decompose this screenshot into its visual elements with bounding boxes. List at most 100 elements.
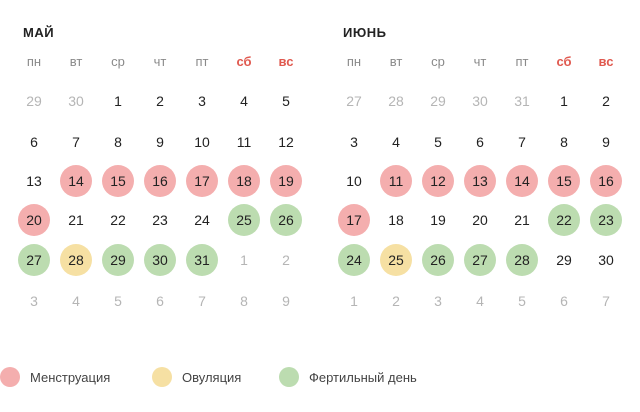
day-cell[interactable]: 8: [114, 134, 122, 150]
day-cell-fertile[interactable]: 26: [422, 244, 454, 276]
month-title: ИЮНЬ: [343, 25, 387, 40]
day-cell-other[interactable]: 31: [514, 93, 530, 109]
day-cell-other[interactable]: 27: [346, 93, 362, 109]
day-cell-fertile[interactable]: 25: [228, 204, 260, 236]
day-cell[interactable]: 10: [194, 134, 210, 150]
day-cell-other[interactable]: 5: [114, 293, 122, 309]
day-cell[interactable]: 9: [602, 134, 610, 150]
day-cell-menstruation[interactable]: 16: [144, 165, 176, 197]
day-cell-menstruation[interactable]: 12: [422, 165, 454, 197]
weekday-header: пн вт ср чт пт сб вс: [333, 54, 627, 69]
day-cell[interactable]: 30: [598, 252, 614, 268]
day-cell[interactable]: 4: [392, 134, 400, 150]
day-cell-fertile[interactable]: 23: [590, 204, 622, 236]
day-cell-other[interactable]: 29: [430, 93, 446, 109]
day-cell-fertile[interactable]: 26: [270, 204, 302, 236]
day-cell[interactable]: 3: [198, 93, 206, 109]
day-cell-menstruation[interactable]: 17: [186, 165, 218, 197]
day-cell-other[interactable]: 8: [240, 293, 248, 309]
day-cell-other[interactable]: 30: [68, 93, 84, 109]
day-cell-menstruation[interactable]: 11: [380, 165, 412, 197]
ovulation-dot-icon: [152, 367, 172, 387]
day-cell-fertile[interactable]: 28: [506, 244, 538, 276]
day-cell[interactable]: 18: [388, 212, 404, 228]
week-row: 17 18 19 20 21 22 23: [333, 204, 627, 236]
day-cell-other[interactable]: 1: [350, 293, 358, 309]
day-cell[interactable]: 23: [152, 212, 168, 228]
day-cell-other[interactable]: 2: [392, 293, 400, 309]
day-cell-ovulation[interactable]: 28: [60, 244, 92, 276]
day-cell-menstruation[interactable]: 15: [102, 165, 134, 197]
weekday-label: вт: [69, 54, 83, 69]
day-cell-other[interactable]: 6: [156, 293, 164, 309]
day-cell-menstruation[interactable]: 19: [270, 165, 302, 197]
day-cell[interactable]: 19: [430, 212, 446, 228]
day-cell-other[interactable]: 4: [72, 293, 80, 309]
day-cell[interactable]: 2: [602, 93, 610, 109]
day-cell[interactable]: 10: [346, 173, 362, 189]
day-cell-other[interactable]: 1: [240, 252, 248, 268]
day-cell-fertile[interactable]: 30: [144, 244, 176, 276]
week-row: 6 7 8 9 10 11 12: [13, 126, 307, 158]
day-cell[interactable]: 7: [518, 134, 526, 150]
weekday-label: чт: [153, 54, 167, 69]
day-cell[interactable]: 21: [514, 212, 530, 228]
day-cell-other[interactable]: 3: [30, 293, 38, 309]
day-cell-other[interactable]: 30: [472, 93, 488, 109]
day-cell[interactable]: 1: [560, 93, 568, 109]
day-cell-other[interactable]: 3: [434, 293, 442, 309]
day-cell[interactable]: 29: [556, 252, 572, 268]
day-cell[interactable]: 20: [472, 212, 488, 228]
day-cell-menstruation[interactable]: 14: [60, 165, 92, 197]
day-cell[interactable]: 12: [278, 134, 294, 150]
day-cell[interactable]: 22: [110, 212, 126, 228]
day-cell[interactable]: 3: [350, 134, 358, 150]
day-cell-menstruation[interactable]: 13: [464, 165, 496, 197]
weekday-header: пн вт ср чт пт сб вс: [13, 54, 307, 69]
weekday-label: вс: [278, 54, 294, 69]
day-cell-other[interactable]: 7: [602, 293, 610, 309]
weekday-label: пт: [515, 54, 529, 69]
day-cell-fertile[interactable]: 22: [548, 204, 580, 236]
week-row: 3 4 5 6 7 8 9: [13, 285, 307, 317]
day-cell-other[interactable]: 9: [282, 293, 290, 309]
day-cell[interactable]: 7: [72, 134, 80, 150]
day-cell-other[interactable]: 2: [282, 252, 290, 268]
day-cell[interactable]: 21: [68, 212, 84, 228]
week-row: 10 11 12 13 14 15 16: [333, 165, 627, 197]
day-cell[interactable]: 24: [194, 212, 210, 228]
day-cell[interactable]: 11: [236, 134, 252, 150]
day-cell-ovulation[interactable]: 25: [380, 244, 412, 276]
day-cell-menstruation[interactable]: 17: [338, 204, 370, 236]
fertile-dot-icon: [279, 367, 299, 387]
day-cell-menstruation[interactable]: 15: [548, 165, 580, 197]
day-cell-fertile[interactable]: 29: [102, 244, 134, 276]
day-cell[interactable]: 1: [114, 93, 122, 109]
day-cell-other[interactable]: 4: [476, 293, 484, 309]
day-cell[interactable]: 5: [282, 93, 290, 109]
day-cell[interactable]: 6: [476, 134, 484, 150]
day-cell-menstruation[interactable]: 14: [506, 165, 538, 197]
day-cell[interactable]: 4: [240, 93, 248, 109]
day-cell-fertile[interactable]: 27: [18, 244, 50, 276]
day-cell[interactable]: 8: [560, 134, 568, 150]
day-cell-menstruation[interactable]: 16: [590, 165, 622, 197]
week-row: 1 2 3 4 5 6 7: [333, 285, 627, 317]
day-cell-fertile[interactable]: 31: [186, 244, 218, 276]
day-cell-other[interactable]: 28: [388, 93, 404, 109]
week-row: 27 28 29 30 31 1 2: [13, 244, 307, 276]
day-cell-other[interactable]: 7: [198, 293, 206, 309]
day-cell-fertile[interactable]: 24: [338, 244, 370, 276]
day-cell-other[interactable]: 6: [560, 293, 568, 309]
day-cell[interactable]: 2: [156, 93, 164, 109]
day-cell-menstruation[interactable]: 20: [18, 204, 50, 236]
day-cell-other[interactable]: 29: [26, 93, 42, 109]
day-cell[interactable]: 9: [156, 134, 164, 150]
day-cell[interactable]: 5: [434, 134, 442, 150]
day-cell-menstruation[interactable]: 18: [228, 165, 260, 197]
day-cell-other[interactable]: 5: [518, 293, 526, 309]
day-cell-fertile[interactable]: 27: [464, 244, 496, 276]
day-cell[interactable]: 13: [26, 173, 42, 189]
week-row: 20 21 22 23 24 25 26: [13, 204, 307, 236]
day-cell[interactable]: 6: [30, 134, 38, 150]
